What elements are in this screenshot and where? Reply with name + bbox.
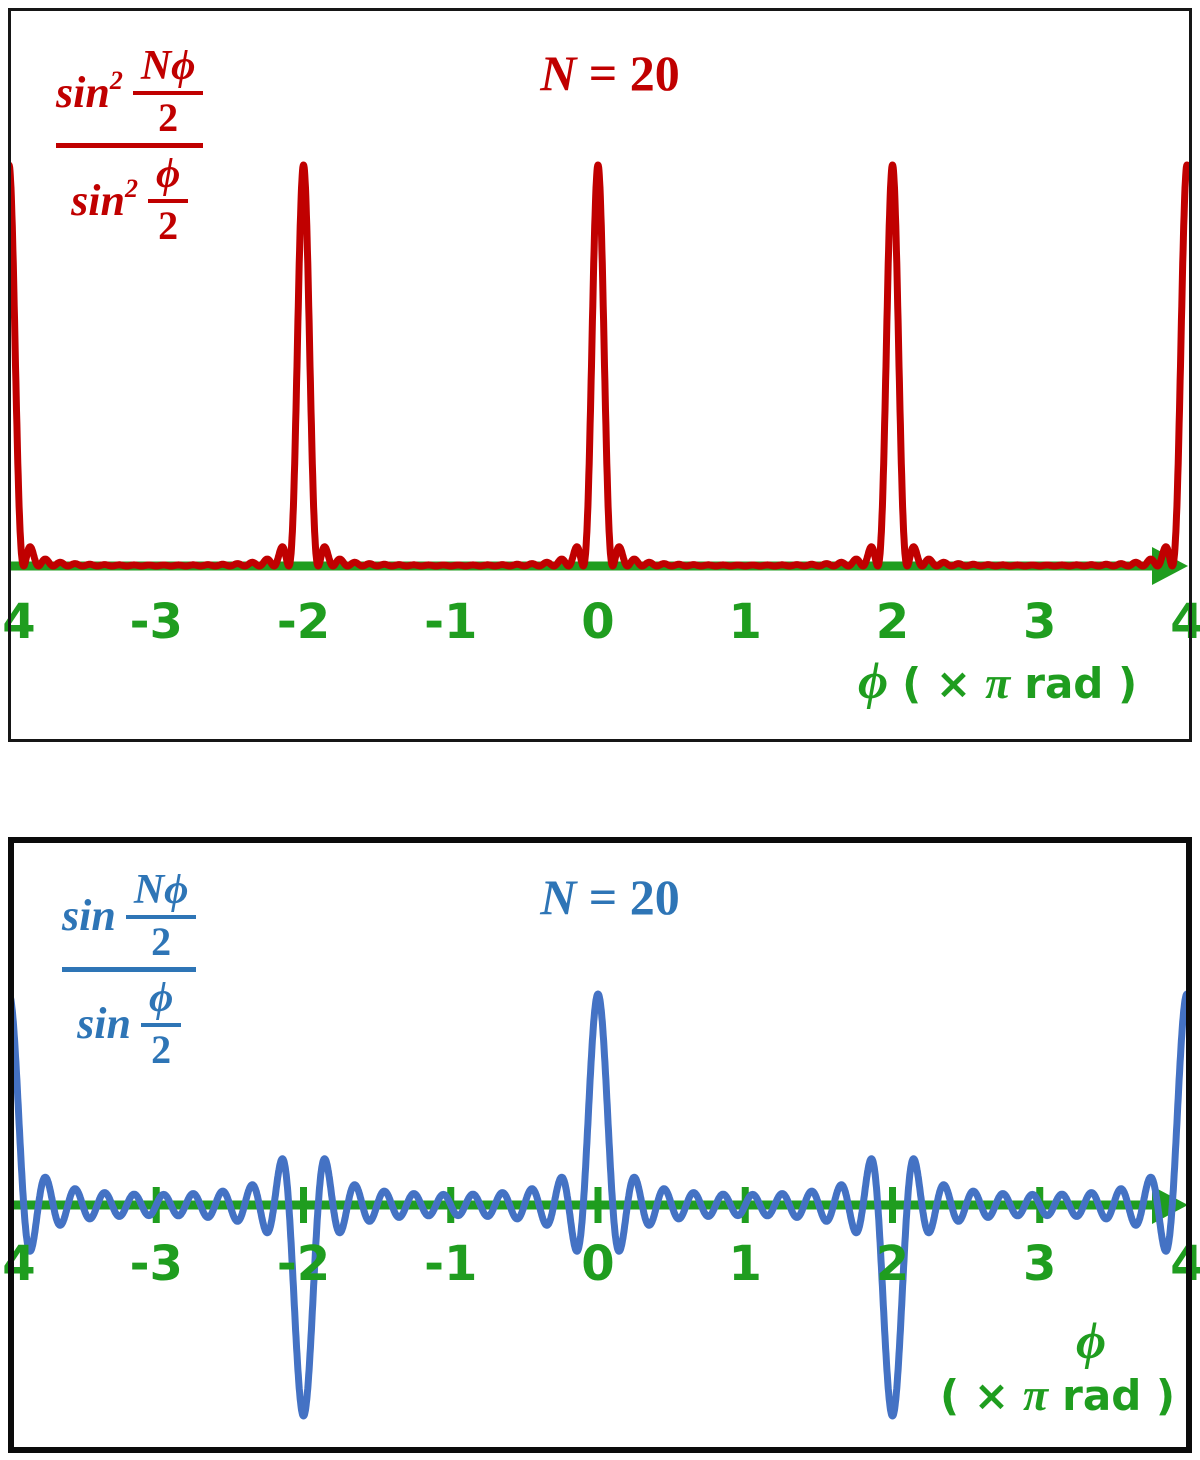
inner-fraction: Nϕ 2	[125, 868, 197, 965]
fraction-top: ϕ	[147, 152, 189, 204]
inner-fraction: ϕ 2	[147, 152, 189, 249]
fraction-bottom: 2	[158, 95, 179, 141]
sin: sin	[77, 998, 131, 1048]
fraction-bar	[56, 143, 204, 149]
x-axis-label-intensity: ϕ ( × π rad )	[858, 656, 1137, 708]
fraction-bar	[62, 967, 197, 973]
x-tick-label: 4	[1170, 594, 1200, 650]
unit-open: ( ×	[902, 659, 972, 708]
fraction-bottom: 2	[151, 919, 172, 965]
title-variable: N	[540, 45, 577, 101]
fraction-top: Nϕ	[125, 868, 197, 920]
fraction-bottom: 2	[151, 1027, 172, 1073]
formula-amplitude-numerator: sin Nϕ 2	[62, 868, 197, 965]
fraction-top: ϕ	[140, 976, 182, 1028]
x-tick-label: -1	[424, 1236, 478, 1292]
phi-symbol: ϕ	[858, 653, 889, 710]
title-value: = 20	[576, 869, 680, 925]
phi-symbol: ϕ	[1075, 1313, 1107, 1370]
x-tick-label: 0	[581, 594, 615, 650]
sin-squared: sin2	[71, 174, 138, 226]
x-tick-label: 0	[581, 1236, 615, 1292]
chart-title-amplitude: N = 20	[440, 872, 780, 922]
x-tick-label: 2	[875, 1236, 910, 1292]
formula-amplitude: sin Nϕ 2 sin ϕ 2	[62, 868, 197, 1073]
x-tick-label: -4	[0, 594, 36, 650]
x-axis-tick-mark	[889, 1187, 896, 1223]
unit-close: rad )	[1024, 659, 1138, 708]
grating-amplitude-curve	[13, 990, 1187, 1420]
grating-intensity-curve	[10, 161, 1189, 570]
x-tick-label: -2	[276, 594, 331, 650]
x-tick-label: -4	[0, 1236, 36, 1292]
formula-intensity-denominator: sin2 ϕ 2	[71, 152, 189, 249]
x-axis-tick-mark	[300, 1187, 307, 1223]
inner-fraction: Nϕ 2	[132, 44, 204, 141]
inner-fraction: ϕ 2	[140, 976, 182, 1073]
unit-close: rad )	[1062, 1371, 1176, 1420]
fraction-top: Nϕ	[132, 44, 204, 96]
formula-intensity-numerator: sin2 Nϕ 2	[56, 44, 204, 141]
formula-intensity: sin2 Nϕ 2 sin2 ϕ 2	[56, 44, 204, 249]
title-variable: N	[540, 869, 577, 925]
fraction-bottom: 2	[158, 203, 179, 249]
sin-squared: sin2	[56, 66, 123, 118]
sin: sin	[62, 890, 116, 940]
x-tick-label: 1	[728, 594, 762, 650]
x-tick-label: 4	[1170, 1236, 1200, 1292]
x-axis-label-phi-amplitude: ϕ	[1046, 1316, 1136, 1368]
pi-symbol: π	[985, 657, 1011, 708]
intensity-plot-area	[10, 161, 1189, 585]
x-tick-label: -3	[129, 594, 183, 650]
x-tick-label: 2	[875, 594, 910, 650]
x-axis-tick-mark	[594, 1187, 602, 1223]
title-value: = 20	[576, 45, 680, 101]
formula-amplitude-denominator: sin ϕ 2	[77, 976, 182, 1073]
unit-open: ( ×	[940, 1371, 1010, 1420]
amplitude-plot-area	[13, 990, 1187, 1420]
x-axis-label-unit-amplitude: ( × π rad )	[940, 1372, 1175, 1418]
x-tick-label: -1	[424, 594, 478, 650]
x-tick-label: -3	[129, 1236, 183, 1292]
x-tick-label: 1	[728, 1236, 762, 1292]
x-tick-label: 3	[1023, 1236, 1057, 1292]
x-tick-label: 3	[1023, 594, 1057, 650]
pi-symbol: π	[1023, 1369, 1049, 1420]
x-tick-label: -2	[276, 1236, 331, 1292]
chart-title-intensity: N = 20	[440, 48, 780, 98]
